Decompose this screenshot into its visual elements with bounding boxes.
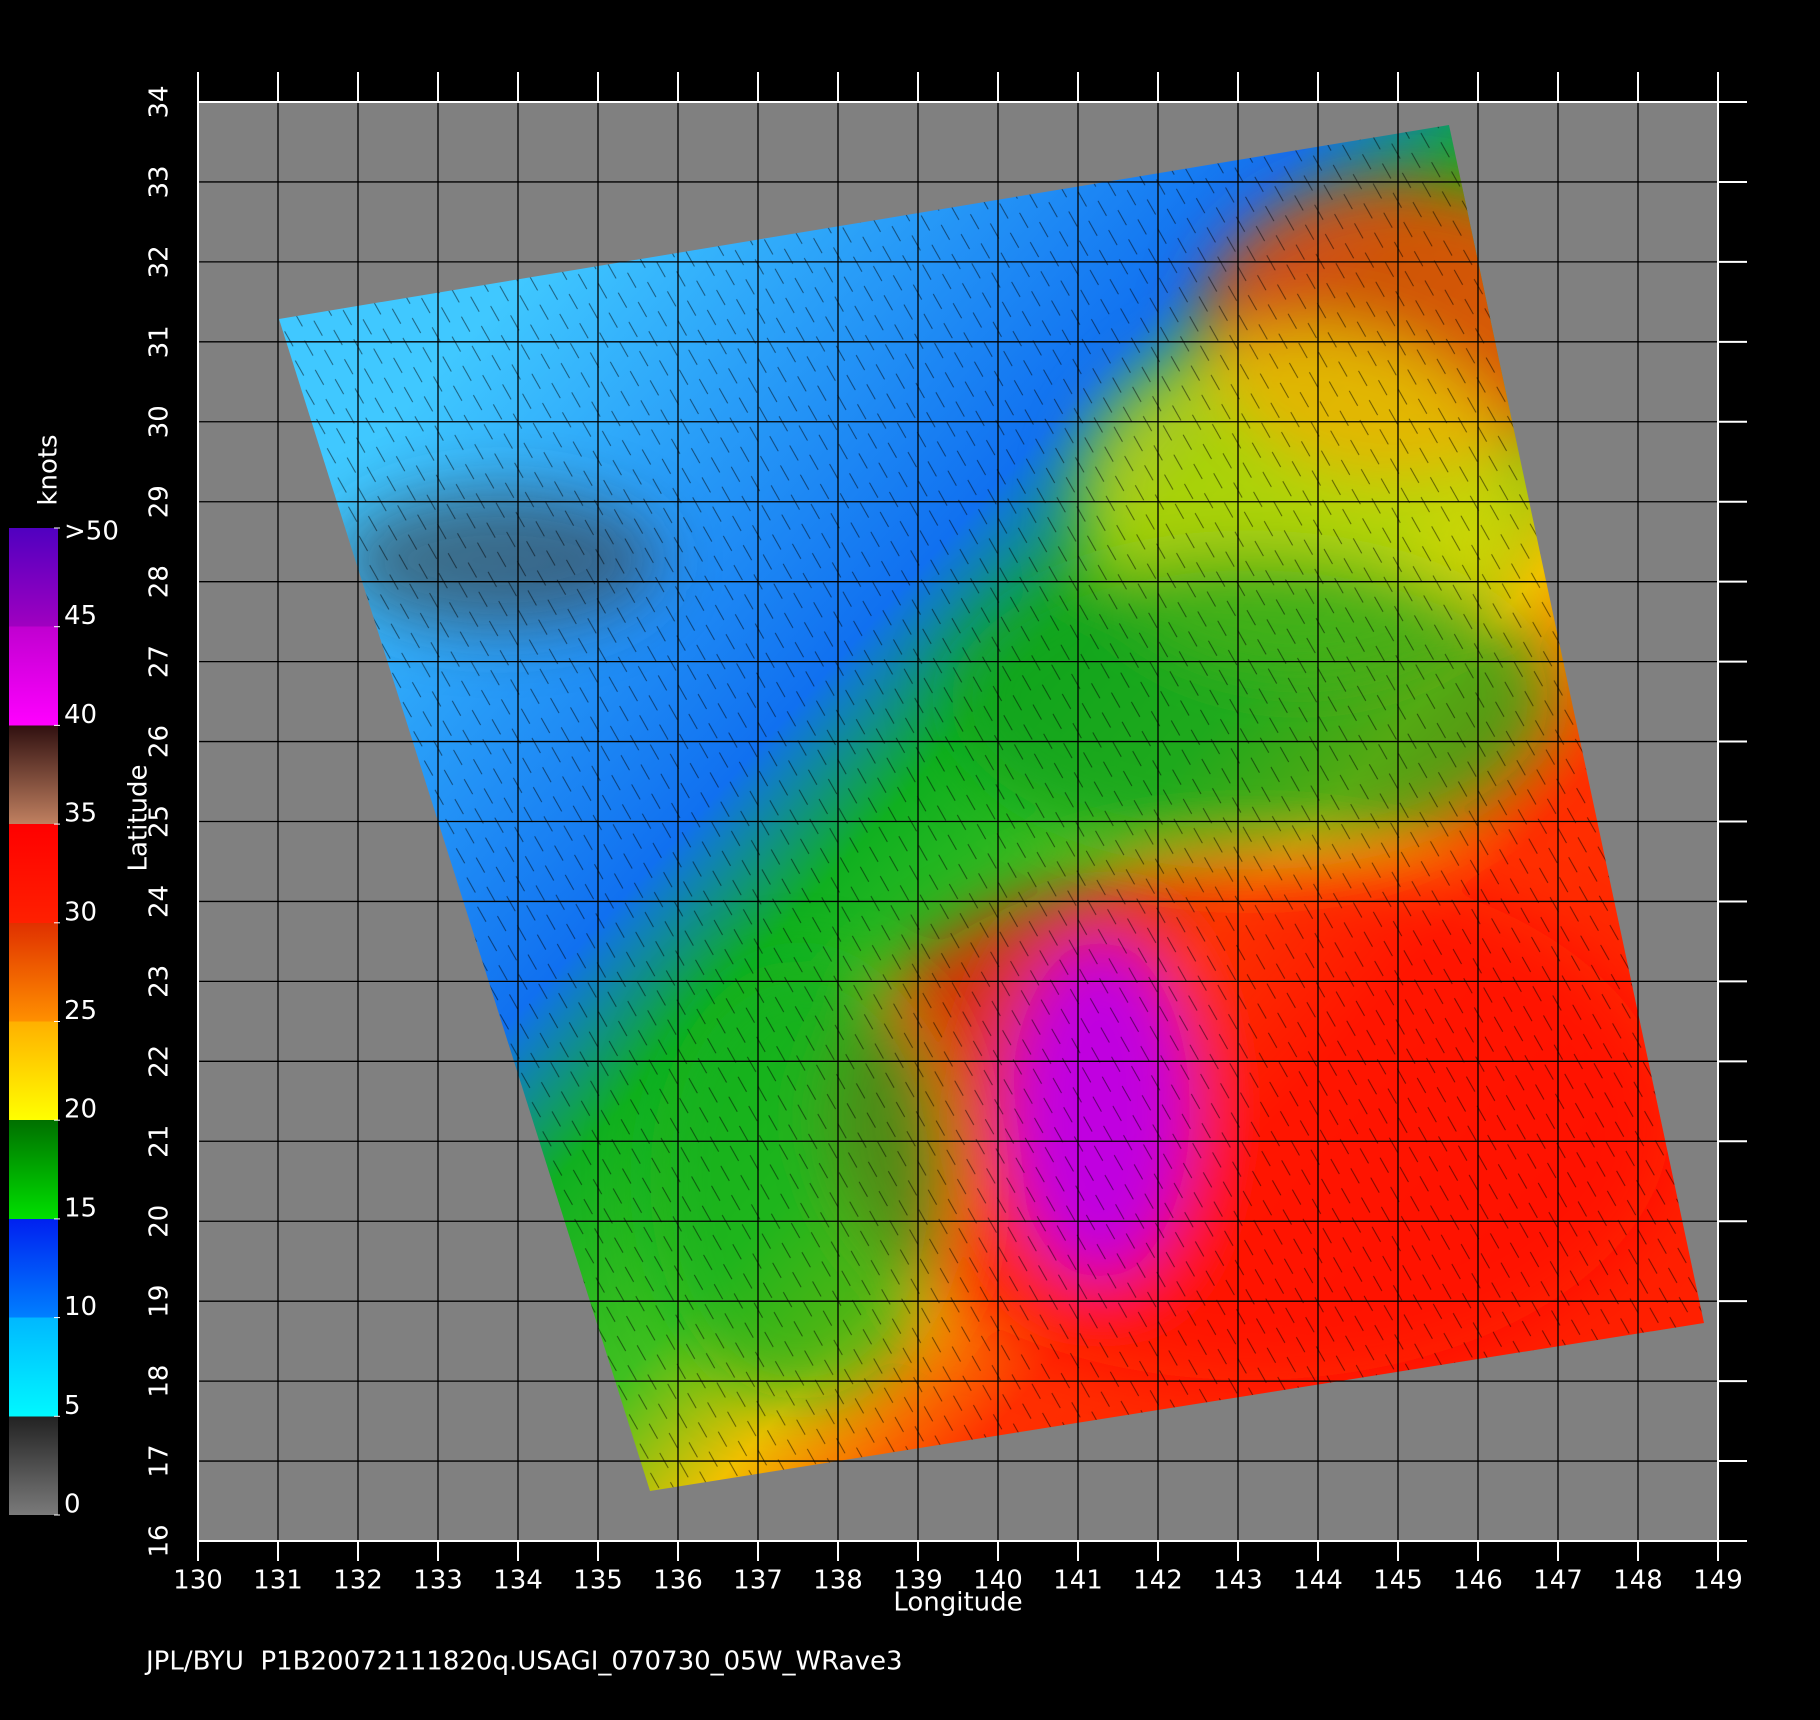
y-tick-label: 29 [145,485,175,518]
y-axis-label: Latitude [124,764,154,871]
y-tick-label: 21 [145,1125,175,1158]
wind-swath [279,125,1704,1491]
y-tick-label: 28 [145,565,175,598]
y-tick-label: 18 [145,1365,175,1398]
colorbar-tick-label: 45 [64,601,97,631]
colorbar-tick-label: 5 [64,1391,81,1421]
x-tick-label: 133 [413,1566,463,1596]
colorbar-tick-label: 20 [64,1095,97,1125]
y-tick-label: 19 [145,1285,175,1318]
x-tick-label: 144 [1293,1566,1343,1596]
x-tick-label: 137 [733,1566,783,1596]
colorbar-tick-label: 0 [64,1490,81,1520]
x-tick-label: 132 [333,1566,383,1596]
colorbar-tick-label: 15 [64,1193,97,1223]
colorbar-tick-label: 30 [64,897,97,927]
x-tick-label: 147 [1533,1566,1583,1596]
chart-title: JPL/BYU P1B20072111820q.USAGI_070730_05W… [144,1647,903,1677]
y-tick-label: 27 [145,645,175,678]
x-tick-label: 139 [893,1566,943,1596]
colorbar-tick-label: 25 [64,996,97,1026]
x-tick-label: 131 [253,1566,303,1596]
x-tick-label: 134 [493,1566,543,1596]
y-tick-label: 17 [145,1445,175,1478]
colorbar-tick-label: 40 [64,700,97,730]
x-tick-label: 143 [1213,1566,1263,1596]
x-tick-label: 138 [813,1566,863,1596]
y-tick-label: 33 [145,165,175,198]
x-tick-label: 140 [973,1566,1023,1596]
x-tick-label: 141 [1053,1566,1103,1596]
x-tick-label: 136 [653,1566,703,1596]
x-tick-label: 148 [1613,1566,1663,1596]
x-tick-label: 130 [173,1566,223,1596]
x-tick-label: 135 [573,1566,623,1596]
y-tick-label: 26 [145,725,175,758]
colorbar-tick-label: 10 [64,1292,97,1322]
y-tick-label: 32 [145,245,175,278]
x-axis-label: Longitude [893,1588,1022,1618]
colorbar [9,528,58,1515]
y-tick-label: 30 [145,405,175,438]
y-tick-label: 34 [145,85,175,118]
y-tick-label: 20 [145,1205,175,1238]
colorbar-tick-label: >50 [64,517,119,547]
colorbar-tick-label: 35 [64,799,97,829]
y-tick-label: 16 [145,1524,175,1557]
y-tick-label: 22 [145,1045,175,1078]
x-tick-label: 149 [1693,1566,1743,1596]
y-tick-label: 24 [145,885,175,918]
plot-frame [197,101,1719,1542]
x-tick-label: 145 [1373,1566,1423,1596]
x-tick-label: 142 [1133,1566,1183,1596]
y-tick-label: 23 [145,965,175,998]
y-tick-label: 25 [145,805,175,838]
colorbar-label: knots [34,434,64,505]
y-tick-label: 31 [145,325,175,358]
x-tick-label: 146 [1453,1566,1503,1596]
